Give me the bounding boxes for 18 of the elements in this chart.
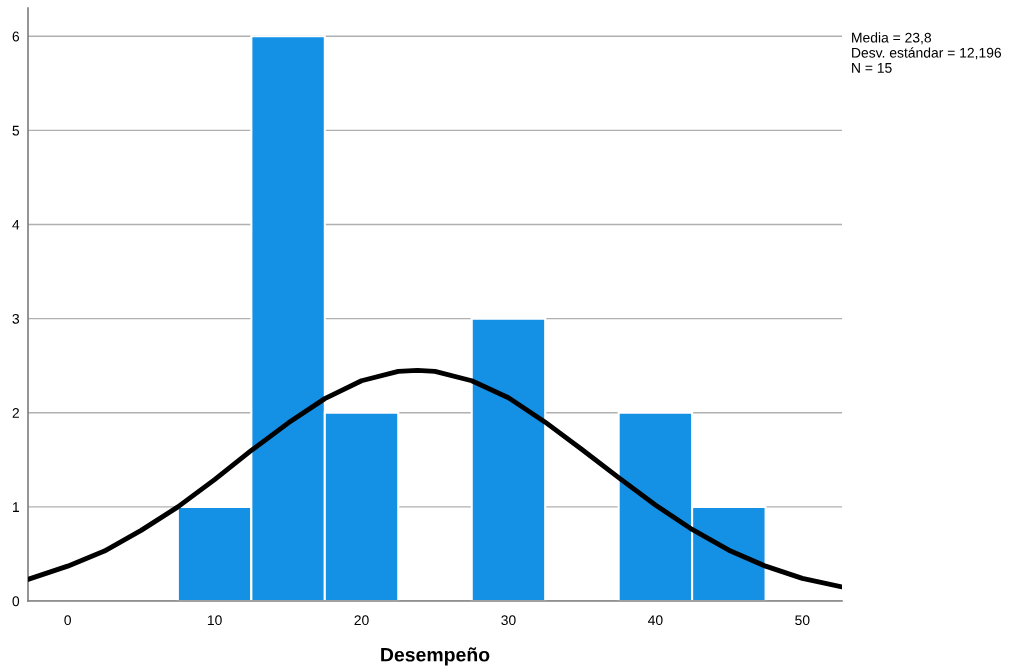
x-tick-label: 40 <box>647 615 663 626</box>
y-tick-label: 5 <box>12 125 20 136</box>
x-tick-label: 0 <box>64 615 71 626</box>
x-axis-title: Desempeño <box>381 647 490 666</box>
text: N = 15 <box>852 63 892 73</box>
line-series <box>28 367 842 590</box>
x-tick-label: 20 <box>354 615 369 626</box>
y-tick-label: 3 <box>12 313 20 324</box>
y-tick-label: 1 <box>13 502 19 512</box>
y-tick-label: 4 <box>12 219 20 230</box>
x-tick-label: 50 <box>795 615 810 626</box>
text: Media = 23,8 <box>852 32 932 45</box>
y-tick-label: 6 <box>12 31 20 42</box>
x-tick-label: 10 <box>207 615 222 626</box>
text: Desv. estándar = 12,196 <box>852 47 1002 60</box>
y-tick-label: 0 <box>12 596 20 607</box>
y-tick-label: 2 <box>12 408 19 418</box>
x-tick-label: 30 <box>501 615 516 626</box>
